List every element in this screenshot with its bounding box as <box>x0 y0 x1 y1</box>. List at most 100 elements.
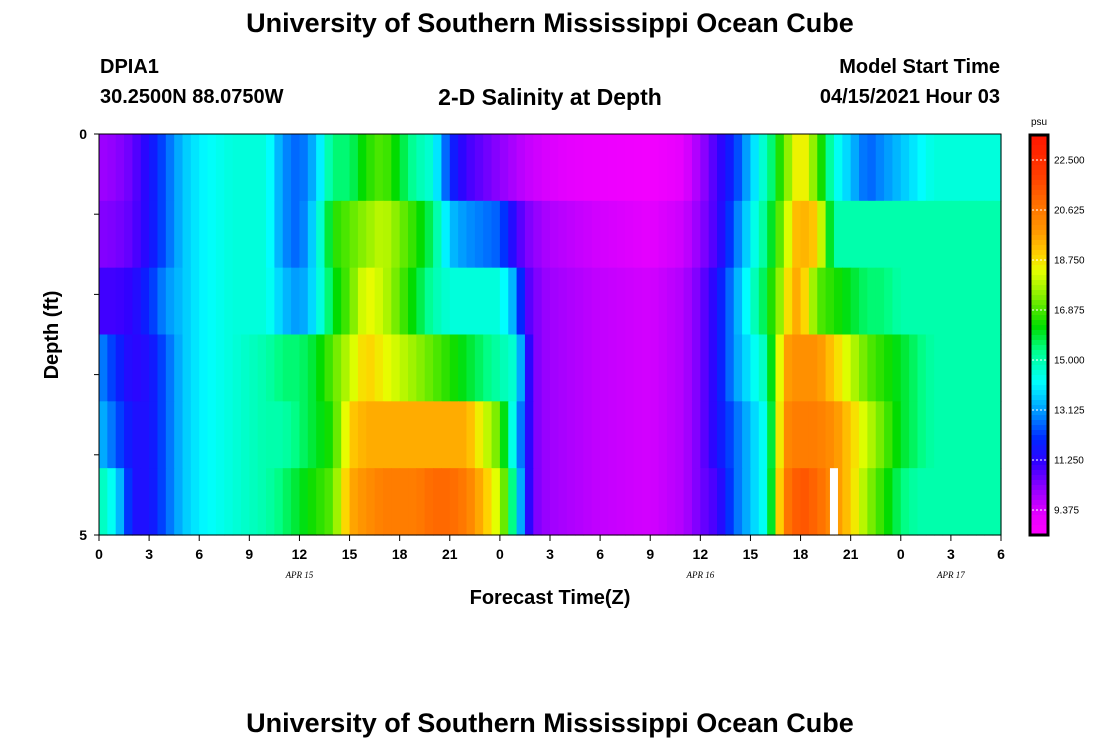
colorbar-segment <box>1030 530 1048 536</box>
x-tick-label: 0 <box>95 546 103 562</box>
heatmap-cell <box>416 134 426 202</box>
heatmap-cell <box>900 334 910 402</box>
x-tick-label: 21 <box>843 546 859 562</box>
heatmap-cell <box>165 468 175 536</box>
heatmap-cell <box>575 468 585 536</box>
heatmap-cell <box>382 134 392 202</box>
heatmap-cell <box>441 334 451 402</box>
heatmap-cell <box>332 401 342 469</box>
heatmap-cell <box>641 267 651 336</box>
heatmap-cell <box>641 334 651 402</box>
heatmap-cell <box>550 200 559 269</box>
heatmap-cell <box>750 134 760 202</box>
heatmap-cell <box>157 468 167 536</box>
heatmap-cell <box>666 334 676 402</box>
heatmap-cell <box>215 468 225 536</box>
heatmap-cell <box>900 200 910 269</box>
heatmap-cell <box>633 401 643 469</box>
heatmap-cell <box>274 468 284 536</box>
heatmap-cell <box>458 200 468 269</box>
heatmap-cell <box>224 334 234 402</box>
colorbar-segment <box>1030 320 1048 326</box>
heatmap-cell <box>658 334 668 402</box>
heatmap-cell <box>616 200 626 269</box>
heatmap-cell <box>717 401 726 469</box>
heatmap-cell <box>742 200 752 269</box>
heatmap-cell <box>249 267 259 336</box>
heatmap-cell <box>867 401 877 469</box>
heatmap-cell <box>140 468 150 536</box>
heatmap-cell <box>99 200 108 269</box>
heatmap-cell <box>474 334 484 402</box>
heatmap-cell <box>683 200 693 269</box>
heatmap-cell <box>917 334 927 402</box>
heatmap-cell <box>516 267 526 336</box>
heatmap-cell <box>282 267 292 336</box>
heatmap-cell <box>767 200 777 269</box>
heatmap-cell <box>149 134 159 202</box>
heatmap-cell <box>132 267 142 336</box>
heatmap-cell <box>717 267 726 336</box>
heatmap-cell <box>207 401 217 469</box>
heatmap-cell <box>408 267 417 336</box>
colorbar-segment <box>1030 505 1048 511</box>
heatmap-cell <box>708 200 718 269</box>
heatmap-cell <box>708 468 718 536</box>
heatmap-cell <box>224 468 234 536</box>
heatmap-cell <box>942 134 952 202</box>
heatmap-cell <box>550 334 559 402</box>
colorbar-segment <box>1030 180 1048 186</box>
colorbar-segment <box>1030 245 1048 251</box>
heatmap-cell <box>717 334 726 402</box>
heatmap-cell <box>224 267 234 336</box>
heatmap-cell <box>174 468 184 536</box>
heatmap-cell <box>374 200 384 269</box>
heatmap-cell <box>758 267 768 336</box>
heatmap-cell <box>266 401 275 469</box>
heatmap-cell <box>984 468 994 536</box>
heatmap-cell <box>600 200 610 269</box>
heatmap-cell <box>892 200 902 269</box>
heatmap-cell <box>884 468 894 536</box>
heatmap-cell <box>516 134 526 202</box>
heatmap-cell <box>616 267 626 336</box>
heatmap-cell <box>416 401 426 469</box>
heatmap-cell <box>808 334 818 402</box>
heatmap-cell <box>483 267 493 336</box>
heatmap-cell <box>700 200 710 269</box>
heatmap-cell <box>825 267 835 336</box>
heatmap-cell <box>282 401 292 469</box>
heatmap-cell <box>240 334 250 402</box>
heatmap-cell <box>900 401 910 469</box>
heatmap-cell <box>892 401 902 469</box>
colorbar-segment <box>1030 225 1048 231</box>
heatmap-cell <box>524 200 534 269</box>
heatmap-cell <box>650 267 660 336</box>
y-tick-label: 0 <box>79 126 87 142</box>
colorbar-segment <box>1030 480 1048 486</box>
colorbar-segment <box>1030 425 1048 431</box>
heatmap-cell <box>541 134 551 202</box>
heatmap-cell <box>691 134 701 202</box>
heatmap-cell <box>984 401 994 469</box>
heatmap-cell <box>266 267 275 336</box>
heatmap-cell <box>675 267 685 336</box>
heatmap-cell <box>449 200 459 269</box>
colorbar-segment <box>1030 375 1048 381</box>
heatmap-cell <box>232 267 242 336</box>
heatmap-cell <box>742 134 752 202</box>
colorbar-segment <box>1030 220 1048 226</box>
colorbar-segment <box>1030 490 1048 496</box>
colorbar-segment <box>1030 270 1048 276</box>
heatmap-cell <box>190 401 200 469</box>
heatmap-cell <box>700 267 710 336</box>
colorbar-segment <box>1030 360 1048 366</box>
station-id: DPIA1 <box>100 56 159 78</box>
heatmap-cell <box>182 267 192 336</box>
colorbar-segment <box>1030 525 1048 531</box>
heatmap-cell <box>132 334 142 402</box>
heatmap-cell <box>942 267 952 336</box>
heatmap-cell <box>967 401 977 469</box>
heatmap-cell <box>307 334 317 402</box>
heatmap-cell <box>307 468 317 536</box>
